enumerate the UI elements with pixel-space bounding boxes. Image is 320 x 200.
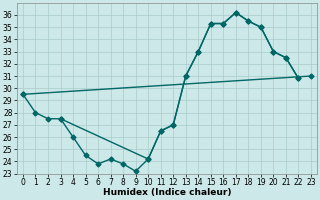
X-axis label: Humidex (Indice chaleur): Humidex (Indice chaleur): [103, 188, 231, 197]
